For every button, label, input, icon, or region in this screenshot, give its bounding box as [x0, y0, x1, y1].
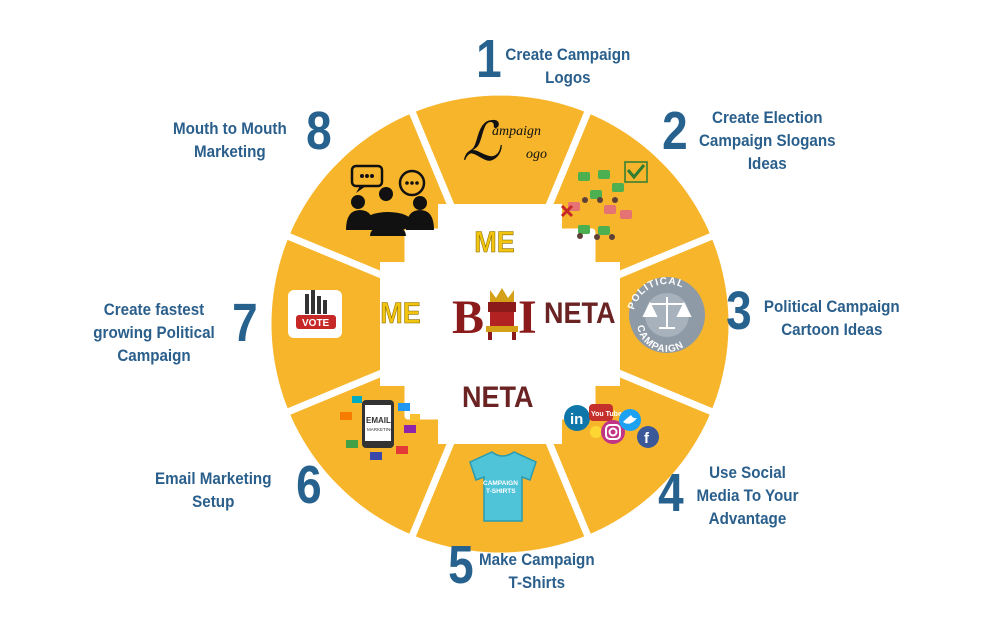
center-left-word: ME	[380, 297, 421, 330]
vote-icon: VOTE	[288, 290, 342, 338]
svg-text:ℒ: ℒ	[462, 110, 502, 173]
email-marketing-icon: EMAIL MARKETING	[340, 396, 420, 460]
tshirt-icon-line1: CAMPAIGN	[483, 480, 518, 487]
step-8-number: 8	[306, 101, 332, 161]
slogans-people-icon	[560, 161, 648, 240]
email-icon-text: EMAIL	[366, 416, 391, 425]
facebook-icon: f	[644, 430, 650, 447]
campaign-logo-icon: ℒ ampaign ogo	[462, 110, 547, 173]
step-6-number: 6	[296, 455, 322, 515]
step-6-label: Email Marketing Setup	[155, 470, 272, 511]
step-3-number: 3	[726, 281, 752, 341]
tshirt-icon: CAMPAIGN T-SHIRTS	[469, 451, 537, 522]
vote-icon-text: VOTE	[302, 318, 330, 329]
step-1-number: 1	[476, 29, 502, 89]
step-4-number: 4	[658, 463, 684, 523]
meeting-people-icon	[346, 164, 434, 236]
step-7-number: 7	[232, 293, 258, 353]
step-5-number: 5	[448, 535, 474, 595]
linkedin-icon: in	[570, 411, 583, 428]
throne-icon	[486, 288, 518, 340]
step-1-label: Create Campaign Logos	[505, 46, 631, 87]
tshirt-icon-line2: T-SHIRTS	[486, 488, 516, 495]
step-2-label: Create Election Campaign Slogans Ideas	[698, 109, 836, 173]
center-top-word: ME	[474, 226, 515, 259]
email-icon-subtext: MARKETING	[367, 427, 394, 432]
step-3-label: Political Campaign Cartoon Ideas	[763, 298, 900, 339]
logo-icon-word1: ampaign	[492, 124, 541, 139]
social-media-icon: in You Tube f	[564, 404, 659, 448]
political-scales-icon: POLITICAL CAMPAIGN	[626, 276, 705, 355]
youtube-icon: You Tube	[591, 411, 622, 418]
wheel-segments	[264, 88, 736, 560]
step-7-label: Create fastest growing Political Campaign	[93, 301, 215, 365]
center-right-word: NETA	[543, 297, 616, 330]
center-logo-letter-i: I	[518, 291, 537, 344]
center-logo: B I	[452, 288, 537, 344]
center-logo-letter-b: B	[452, 291, 484, 344]
step-5-label: Make Campaign T-Shirts	[479, 551, 595, 592]
logo-icon-word2: ogo	[526, 147, 547, 162]
step-4-label: Use Social Media To Your Advantage	[696, 464, 799, 528]
center-bottom-word: NETA	[461, 381, 534, 414]
step-8-label: Mouth to Mouth Marketing	[172, 120, 287, 161]
step-2-number: 2	[662, 101, 688, 161]
